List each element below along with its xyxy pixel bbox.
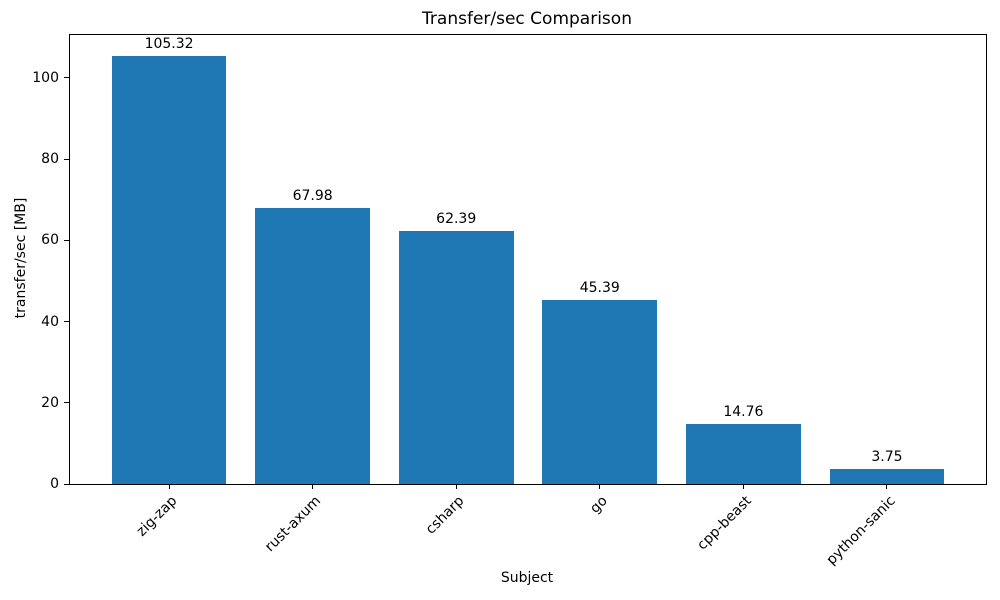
x-axis-label: Subject: [500, 570, 554, 586]
y-axis-label: transfer/sec [MB]: [13, 197, 29, 319]
x-tick-label-python-sanic: python-sanic: [823, 493, 899, 569]
bar-zig-zap: [111, 56, 227, 484]
y-tick-mark: [64, 77, 69, 79]
y-tick-label: 100: [32, 69, 59, 86]
bar-rust-axum: [255, 207, 371, 484]
bar-python-sanic: [829, 468, 945, 484]
x-tick-label-csharp: csharp: [422, 493, 468, 538]
y-tick-mark: [64, 483, 69, 485]
bar-value-label: 67.98: [292, 187, 333, 204]
y-tick-label: 0: [50, 476, 59, 492]
y-tick-mark: [64, 402, 69, 404]
y-tick-mark: [64, 321, 69, 323]
x-tick-label-go: go: [587, 493, 612, 517]
bar-value-label: 14.76: [723, 404, 764, 421]
y-tick-mark: [64, 239, 69, 241]
bar-cpp-beast: [685, 424, 801, 484]
y-tick-label: 40: [41, 313, 59, 330]
x-tick-mark: [168, 484, 170, 489]
plot-area: 105.32 67.98 62.39 45.39 14.76 3.75 0 20 40 60 80 1…: [32, 34, 987, 568]
bar-value-label: 45.39: [579, 279, 620, 296]
x-tick-label-zig-zap: zig-zap: [133, 493, 181, 540]
bar-go: [542, 299, 658, 484]
x-tick-label-rust-axum: rust-axum: [261, 493, 324, 556]
y-tick-label: 60: [41, 232, 59, 249]
bar-value-label: 105.32: [144, 36, 194, 53]
chart-title: Transfer/sec Comparison: [422, 9, 632, 29]
x-tick-mark: [312, 484, 314, 489]
y-tick-mark: [64, 158, 69, 160]
x-tick-mark: [742, 484, 744, 489]
bar-value-label: 62.39: [436, 210, 477, 227]
x-tick-mark: [599, 484, 601, 489]
x-tick-label-cpp-beast: cpp-beast: [694, 493, 755, 554]
x-tick-mark: [455, 484, 457, 489]
y-tick-label: 20: [41, 394, 59, 411]
bar-value-label: 3.75: [871, 448, 903, 465]
x-tick-mark: [886, 484, 888, 489]
bar-csharp: [398, 230, 514, 484]
y-tick-label: 80: [41, 151, 59, 168]
